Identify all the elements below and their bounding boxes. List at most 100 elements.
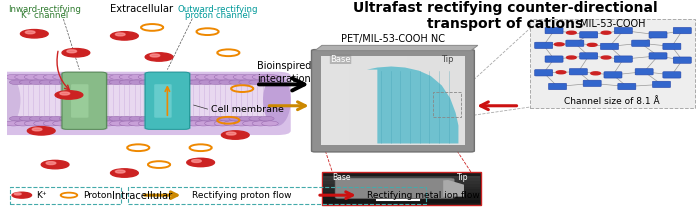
FancyBboxPatch shape bbox=[0, 72, 290, 135]
Circle shape bbox=[119, 80, 134, 85]
Circle shape bbox=[169, 80, 184, 85]
Circle shape bbox=[186, 74, 202, 80]
Circle shape bbox=[138, 74, 155, 80]
Circle shape bbox=[119, 116, 134, 121]
Circle shape bbox=[49, 116, 64, 121]
Circle shape bbox=[209, 116, 224, 121]
Circle shape bbox=[219, 80, 234, 85]
Circle shape bbox=[158, 121, 174, 126]
Circle shape bbox=[34, 121, 50, 126]
Text: Tip: Tip bbox=[457, 173, 469, 182]
FancyBboxPatch shape bbox=[144, 72, 191, 130]
Text: K⁺: K⁺ bbox=[36, 191, 46, 200]
Text: Cell membrane: Cell membrane bbox=[211, 105, 284, 114]
Circle shape bbox=[81, 74, 98, 80]
Circle shape bbox=[43, 74, 60, 80]
Bar bbox=[398, 56, 407, 145]
Text: Bioinspired: Bioinspired bbox=[257, 61, 311, 72]
FancyBboxPatch shape bbox=[154, 84, 172, 118]
Circle shape bbox=[81, 121, 98, 126]
Circle shape bbox=[62, 121, 79, 126]
Circle shape bbox=[229, 80, 244, 85]
Circle shape bbox=[52, 74, 69, 80]
Circle shape bbox=[39, 80, 55, 85]
Bar bbox=[379, 56, 388, 145]
Circle shape bbox=[25, 74, 41, 80]
Circle shape bbox=[249, 116, 264, 121]
FancyBboxPatch shape bbox=[322, 172, 482, 205]
Bar bbox=[323, 187, 480, 189]
Circle shape bbox=[20, 80, 34, 85]
Text: Ultrafast rectifying counter-directional
transport of cations: Ultrafast rectifying counter-directional… bbox=[354, 1, 658, 31]
Circle shape bbox=[233, 74, 250, 80]
Bar bbox=[323, 189, 480, 192]
Text: proton channel: proton channel bbox=[186, 11, 251, 20]
Circle shape bbox=[79, 80, 95, 85]
Circle shape bbox=[167, 121, 183, 126]
Circle shape bbox=[25, 31, 35, 34]
Text: Outward-rectifying: Outward-rectifying bbox=[178, 5, 258, 14]
Circle shape bbox=[69, 116, 85, 121]
Circle shape bbox=[145, 53, 173, 61]
Circle shape bbox=[20, 30, 48, 38]
Text: Rectifying metal ion flow: Rectifying metal ion flow bbox=[367, 191, 480, 200]
Circle shape bbox=[62, 49, 90, 57]
Bar bbox=[323, 195, 480, 197]
FancyBboxPatch shape bbox=[71, 84, 88, 118]
Circle shape bbox=[226, 132, 236, 135]
Bar bbox=[323, 176, 480, 178]
Circle shape bbox=[110, 74, 126, 80]
Circle shape bbox=[49, 80, 64, 85]
Circle shape bbox=[41, 160, 69, 169]
Circle shape bbox=[169, 116, 184, 121]
Circle shape bbox=[129, 121, 146, 126]
Circle shape bbox=[100, 74, 117, 80]
Circle shape bbox=[243, 74, 259, 80]
Circle shape bbox=[60, 80, 74, 85]
Circle shape bbox=[25, 121, 41, 126]
Ellipse shape bbox=[0, 74, 20, 126]
Circle shape bbox=[167, 74, 183, 80]
Circle shape bbox=[109, 116, 125, 121]
FancyBboxPatch shape bbox=[635, 69, 653, 75]
Circle shape bbox=[129, 74, 146, 80]
FancyBboxPatch shape bbox=[580, 32, 598, 38]
Circle shape bbox=[176, 121, 193, 126]
Text: Base: Base bbox=[332, 173, 351, 182]
Circle shape bbox=[138, 121, 155, 126]
Circle shape bbox=[91, 74, 107, 80]
Text: Intracellular: Intracellular bbox=[111, 191, 172, 201]
Bar bbox=[340, 56, 349, 145]
Circle shape bbox=[20, 116, 34, 121]
FancyBboxPatch shape bbox=[549, 83, 566, 90]
Circle shape bbox=[89, 116, 104, 121]
Circle shape bbox=[159, 116, 174, 121]
Circle shape bbox=[12, 192, 32, 198]
Circle shape bbox=[119, 121, 136, 126]
Text: Rectifying proton flow: Rectifying proton flow bbox=[193, 191, 292, 200]
FancyBboxPatch shape bbox=[652, 81, 671, 88]
FancyBboxPatch shape bbox=[566, 40, 584, 46]
Circle shape bbox=[60, 116, 74, 121]
FancyBboxPatch shape bbox=[618, 83, 636, 90]
FancyBboxPatch shape bbox=[61, 72, 108, 130]
Circle shape bbox=[69, 80, 85, 85]
FancyBboxPatch shape bbox=[663, 72, 681, 78]
Circle shape bbox=[192, 160, 202, 162]
Circle shape bbox=[71, 121, 88, 126]
Bar bbox=[330, 56, 340, 145]
Text: Extracellular: Extracellular bbox=[110, 4, 174, 15]
Bar bbox=[323, 197, 480, 200]
FancyBboxPatch shape bbox=[673, 27, 692, 34]
Circle shape bbox=[223, 74, 240, 80]
FancyBboxPatch shape bbox=[530, 19, 694, 108]
Circle shape bbox=[119, 74, 136, 80]
Circle shape bbox=[129, 80, 144, 85]
Text: Tip: Tip bbox=[441, 55, 454, 64]
Circle shape bbox=[189, 116, 204, 121]
Text: K⁺ channel: K⁺ channel bbox=[21, 11, 69, 20]
Circle shape bbox=[189, 80, 204, 85]
Bar bbox=[323, 192, 480, 195]
FancyBboxPatch shape bbox=[615, 56, 632, 62]
Circle shape bbox=[199, 80, 214, 85]
